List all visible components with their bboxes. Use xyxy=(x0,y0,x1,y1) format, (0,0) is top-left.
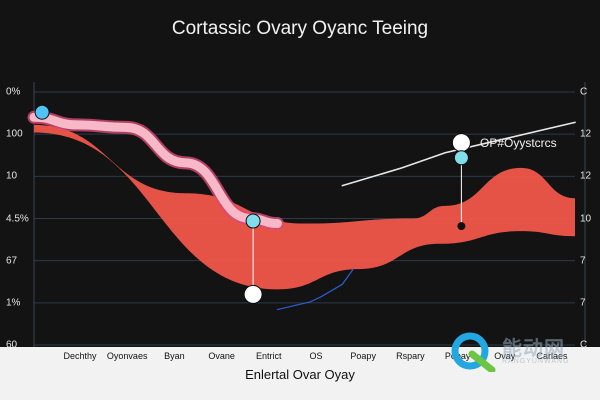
line-series-2 xyxy=(341,121,576,187)
tick-label: 7 xyxy=(580,297,586,309)
watermark-text: 能动网 xyxy=(502,338,565,360)
data-marker xyxy=(245,213,261,229)
tick-label: Oyonvaes xyxy=(106,351,148,361)
tick-label: 0% xyxy=(6,86,21,98)
tick-label: C xyxy=(580,86,588,98)
tick-label: Carlaes xyxy=(536,351,568,361)
data-marker xyxy=(453,150,469,166)
tick-label: OS xyxy=(309,351,323,361)
area-series-0 xyxy=(34,124,575,290)
tick-label: Dechthy xyxy=(63,351,97,361)
data-marker xyxy=(457,222,466,231)
x-axis-label: Enlertal Ovar Oyay xyxy=(245,367,355,382)
tick-label: 10 xyxy=(580,213,592,224)
tick-label: C xyxy=(580,339,588,351)
annotation-label: OP#Oyystcrcs xyxy=(480,136,557,150)
line-series-3 xyxy=(276,268,354,311)
tick-label: 12 xyxy=(580,170,592,182)
tick-label: Ovane xyxy=(208,351,235,361)
tick-label: 7 xyxy=(580,255,586,267)
data-marker xyxy=(34,104,50,120)
tick-label: 67 xyxy=(6,255,18,267)
tick-label: Rspary xyxy=(396,351,425,361)
tick-label: 100 xyxy=(6,128,23,140)
data-markers xyxy=(34,104,471,304)
tick-label: Entrict xyxy=(256,351,282,361)
watermark-q-icon xyxy=(451,332,496,374)
tick-label: Poapy xyxy=(350,351,376,361)
watermark-subtext: RANGYUNWANG xyxy=(502,358,570,365)
tick-label: 12 xyxy=(580,128,592,140)
watermark-logo: 能动网 RANGYUNWANG xyxy=(448,330,578,374)
tick-label: Ovay xyxy=(494,351,516,361)
chart-title: Cortassic Ovary Oyanc Teeing xyxy=(171,18,429,39)
tick-label: 4.5% xyxy=(6,213,29,224)
tick-label: 60 xyxy=(6,339,18,351)
grid-lines xyxy=(0,82,600,400)
x-axis-band xyxy=(0,347,600,400)
area-series xyxy=(34,124,575,290)
data-marker xyxy=(243,284,263,304)
tick-label: 10 xyxy=(6,170,18,182)
tick-label: 1% xyxy=(6,297,21,309)
tick-label: Byan xyxy=(164,351,185,361)
data-marker xyxy=(451,133,471,153)
